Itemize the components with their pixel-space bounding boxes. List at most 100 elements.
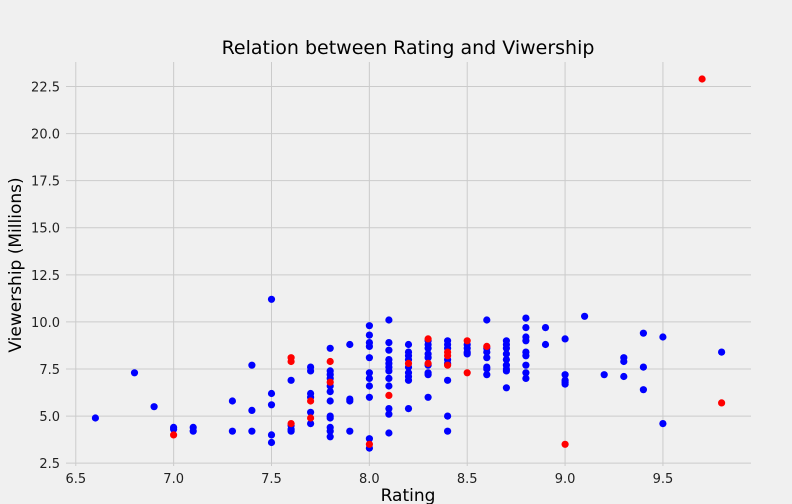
x-tick-label: 8.5 bbox=[457, 472, 478, 487]
data-point bbox=[424, 359, 432, 367]
data-point bbox=[404, 340, 413, 349]
chart-title: Relation between Rating and Viwership bbox=[222, 37, 595, 59]
data-point bbox=[287, 427, 295, 435]
data-point bbox=[326, 344, 334, 352]
data-point bbox=[483, 371, 491, 379]
data-point bbox=[385, 374, 393, 382]
data-point bbox=[620, 357, 628, 366]
data-point bbox=[404, 376, 413, 384]
data-point bbox=[600, 371, 608, 379]
data-point bbox=[91, 414, 99, 422]
y-tick-label: 10.0 bbox=[31, 316, 60, 331]
data-point bbox=[170, 425, 178, 433]
data-point bbox=[385, 410, 393, 418]
data-point bbox=[248, 406, 256, 414]
data-point bbox=[659, 420, 667, 428]
data-point bbox=[267, 389, 276, 398]
data-point bbox=[444, 376, 452, 384]
data-point bbox=[307, 397, 315, 405]
data-point bbox=[639, 386, 648, 394]
x-axis-label: Rating bbox=[381, 486, 436, 504]
data-point bbox=[522, 314, 530, 322]
data-point bbox=[483, 354, 491, 362]
y-tick-label: 12.5 bbox=[31, 269, 60, 284]
data-point bbox=[385, 405, 393, 413]
data-point bbox=[444, 361, 452, 369]
x-tick-label: 6.5 bbox=[65, 472, 86, 487]
data-point bbox=[424, 371, 432, 379]
data-point bbox=[287, 376, 295, 384]
data-point bbox=[365, 374, 373, 382]
data-point bbox=[248, 361, 256, 369]
data-point bbox=[228, 427, 236, 435]
data-point bbox=[463, 350, 471, 358]
data-point bbox=[326, 397, 334, 405]
data-point bbox=[561, 371, 569, 379]
y-tick-label: 5.0 bbox=[39, 410, 60, 425]
data-point bbox=[404, 405, 413, 413]
data-point bbox=[326, 388, 334, 396]
y-tick-label: 7.5 bbox=[39, 363, 60, 378]
x-tick-label: 9.5 bbox=[653, 472, 674, 487]
y-tick-label: 15.0 bbox=[31, 222, 60, 237]
data-point bbox=[170, 431, 178, 439]
data-point bbox=[502, 350, 510, 358]
data-point bbox=[307, 420, 315, 428]
data-point bbox=[522, 352, 530, 360]
data-point bbox=[326, 378, 334, 386]
data-point bbox=[561, 335, 569, 343]
data-point bbox=[444, 427, 452, 435]
data-point bbox=[502, 384, 510, 392]
data-point bbox=[267, 438, 276, 447]
y-tick-label: 17.5 bbox=[31, 175, 60, 190]
y-tick-label: 2.5 bbox=[39, 457, 60, 472]
data-point bbox=[424, 344, 432, 352]
data-point bbox=[522, 361, 530, 369]
data-point bbox=[424, 335, 432, 343]
data-point bbox=[346, 340, 354, 349]
y-tick-label: 22.5 bbox=[31, 80, 60, 95]
data-point bbox=[718, 399, 726, 407]
data-point bbox=[698, 75, 706, 83]
data-point bbox=[483, 348, 491, 356]
data-point bbox=[424, 354, 432, 362]
data-point bbox=[444, 352, 452, 360]
data-point bbox=[385, 367, 393, 375]
data-point bbox=[365, 342, 373, 350]
data-point bbox=[541, 324, 550, 332]
data-point bbox=[326, 414, 334, 422]
data-point bbox=[365, 393, 373, 401]
data-point bbox=[620, 372, 628, 381]
data-point bbox=[365, 435, 373, 443]
data-point bbox=[307, 367, 315, 375]
data-point bbox=[267, 401, 276, 409]
data-point bbox=[365, 382, 373, 390]
data-point bbox=[365, 331, 373, 339]
data-point bbox=[365, 354, 373, 362]
data-point bbox=[346, 427, 354, 435]
data-point bbox=[502, 344, 510, 352]
data-point bbox=[248, 427, 256, 435]
y-axis-label: Viewership (Millions) bbox=[6, 177, 26, 352]
data-point bbox=[385, 339, 393, 347]
data-point bbox=[150, 403, 158, 411]
x-tick-label: 9.0 bbox=[555, 472, 576, 487]
data-point bbox=[385, 391, 393, 399]
data-point bbox=[522, 337, 530, 345]
data-point bbox=[385, 346, 393, 354]
data-point bbox=[718, 348, 726, 356]
data-point bbox=[287, 357, 295, 366]
data-points bbox=[91, 75, 726, 452]
data-point bbox=[444, 412, 452, 420]
y-tick-label: 20.0 bbox=[31, 128, 60, 143]
data-point bbox=[502, 367, 510, 375]
data-point bbox=[581, 312, 589, 320]
tick-labels: 6.5 7.0 7.5 8.0 8.5 9.0 9.5 2.5 5.0 7.5 10.0 12.5 15… bbox=[31, 80, 673, 487]
data-point bbox=[424, 393, 432, 401]
data-point bbox=[365, 369, 373, 377]
data-point bbox=[639, 363, 648, 371]
data-point bbox=[365, 440, 373, 448]
data-point bbox=[463, 337, 471, 345]
data-point bbox=[385, 316, 393, 324]
